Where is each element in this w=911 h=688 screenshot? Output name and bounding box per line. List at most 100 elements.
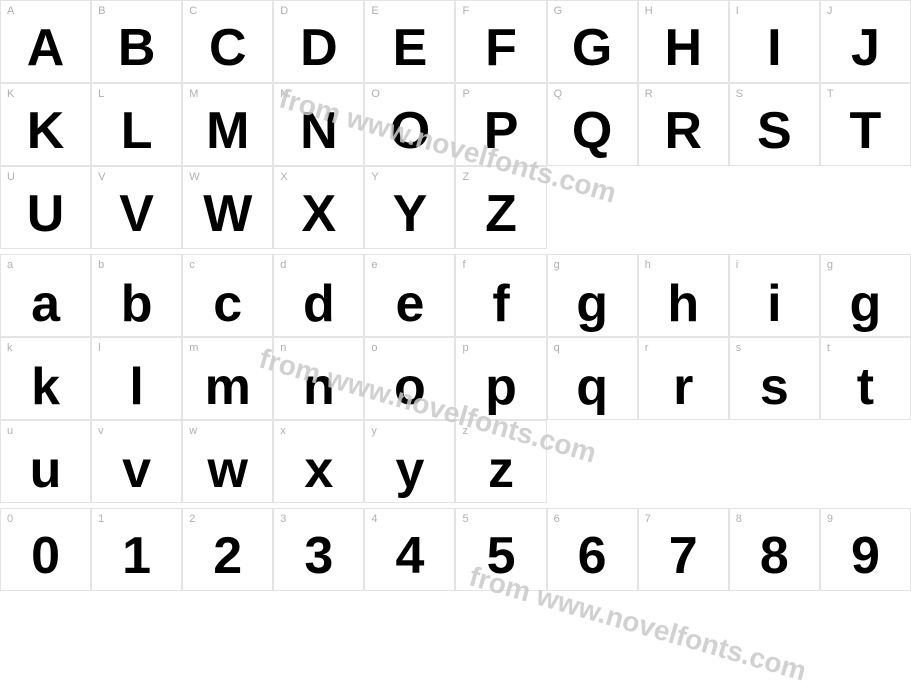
glyph: F	[485, 22, 517, 74]
glyph-cell-label: l	[98, 342, 100, 354]
glyph-cell-label: C	[189, 5, 197, 17]
glyph: g	[576, 278, 608, 330]
glyph-cell: tt	[820, 337, 911, 420]
glyph-cell-label: x	[280, 425, 286, 437]
glyph-cell-label: A	[7, 5, 14, 17]
glyph-cell-label: t	[827, 342, 830, 354]
glyph: o	[394, 361, 426, 413]
glyph-cell: ii	[729, 254, 820, 337]
glyph-cell-label: 8	[736, 513, 742, 525]
glyph-cell-label: P	[462, 88, 469, 100]
glyph: J	[851, 22, 880, 74]
glyph: H	[664, 22, 702, 74]
glyph: 7	[669, 530, 698, 582]
glyph: S	[757, 105, 792, 157]
glyph-cell-label: 6	[554, 513, 560, 525]
glyph-cell: 00	[0, 508, 91, 591]
glyph: 8	[760, 530, 789, 582]
glyph-cell-label: m	[189, 342, 198, 354]
glyph-cell: WW	[182, 166, 273, 249]
glyph-cell: ff	[455, 254, 546, 337]
glyph-cell-label: S	[736, 88, 743, 100]
glyph-cell: ss	[729, 337, 820, 420]
glyph-cell: 22	[182, 508, 273, 591]
glyph-cell: OO	[364, 83, 455, 166]
glyph-cell: zz	[455, 420, 546, 503]
glyph-cell: nn	[273, 337, 364, 420]
glyph-cell: xx	[273, 420, 364, 503]
glyph: G	[572, 22, 612, 74]
glyph-cell-label: 1	[98, 513, 104, 525]
glyph: M	[206, 105, 249, 157]
glyph: 1	[122, 530, 151, 582]
glyph-cell: 11	[91, 508, 182, 591]
glyph-cell-label: s	[736, 342, 742, 354]
glyph-cell: ll	[91, 337, 182, 420]
glyph-cell: ee	[364, 254, 455, 337]
glyph-cell: RR	[638, 83, 729, 166]
glyph-cell: DD	[273, 0, 364, 83]
glyph-cell-label: G	[554, 5, 563, 17]
glyph: E	[393, 22, 428, 74]
glyph: h	[667, 278, 699, 330]
glyph: g	[850, 278, 882, 330]
glyph: U	[27, 188, 65, 240]
glyph-cell: AA	[0, 0, 91, 83]
glyph-cell-label: K	[7, 88, 14, 100]
glyph-cell: cc	[182, 254, 273, 337]
glyph-cell: oo	[364, 337, 455, 420]
glyph-cell-label: O	[371, 88, 380, 100]
glyph-cell-label: d	[280, 259, 286, 271]
glyph: t	[857, 361, 874, 413]
glyph-cell-label: D	[280, 5, 288, 17]
glyph-cell-label: T	[827, 88, 834, 100]
glyph: x	[304, 444, 333, 496]
glyph: Q	[572, 105, 612, 157]
glyph-cell-label: g	[827, 259, 833, 271]
glyph-cell: 44	[364, 508, 455, 591]
glyph: 3	[304, 530, 333, 582]
glyph-cell-label: E	[371, 5, 378, 17]
glyph-cell: CC	[182, 0, 273, 83]
glyph-cell: gg	[547, 254, 638, 337]
glyph-cell-label: 4	[371, 513, 377, 525]
glyph-cell: EE	[364, 0, 455, 83]
glyph-cell: SS	[729, 83, 820, 166]
glyph-cell-label: B	[98, 5, 105, 17]
glyph: k	[31, 361, 60, 413]
glyph-cell-label: R	[645, 88, 653, 100]
glyph-cell-label: h	[645, 259, 651, 271]
glyph: m	[205, 361, 251, 413]
glyph: P	[484, 105, 519, 157]
glyph-cell: MM	[182, 83, 273, 166]
glyph-cell: pp	[455, 337, 546, 420]
glyph-cell-label: z	[462, 425, 468, 437]
glyph-cell-label: o	[371, 342, 377, 354]
glyph-cell: XX	[273, 166, 364, 249]
glyph: a	[31, 278, 60, 330]
glyph: b	[121, 278, 153, 330]
glyph: 5	[487, 530, 516, 582]
glyph-cell: qq	[547, 337, 638, 420]
glyph: f	[492, 278, 509, 330]
glyph-cell-label: g	[554, 259, 560, 271]
glyph-cell: KK	[0, 83, 91, 166]
glyph: D	[300, 22, 338, 74]
glyph-row: uuvvwwxxyyzz	[0, 420, 911, 503]
glyph: I	[767, 22, 781, 74]
glyph: 6	[578, 530, 607, 582]
glyph-row: AABBCCDDEEFFGGHHIIJJ	[0, 0, 911, 83]
glyph: e	[395, 278, 424, 330]
glyph: l	[129, 361, 143, 413]
glyph-cell: yy	[364, 420, 455, 503]
glyph: w	[208, 444, 248, 496]
glyph-cell: hh	[638, 254, 729, 337]
glyph: n	[303, 361, 335, 413]
glyph-cell-label: v	[98, 425, 104, 437]
glyph-cell-label: n	[280, 342, 286, 354]
glyph-cell-label: X	[280, 171, 287, 183]
glyph: L	[121, 105, 153, 157]
glyph: R	[664, 105, 702, 157]
glyph-cell: YY	[364, 166, 455, 249]
glyph-cell-label: k	[7, 342, 13, 354]
